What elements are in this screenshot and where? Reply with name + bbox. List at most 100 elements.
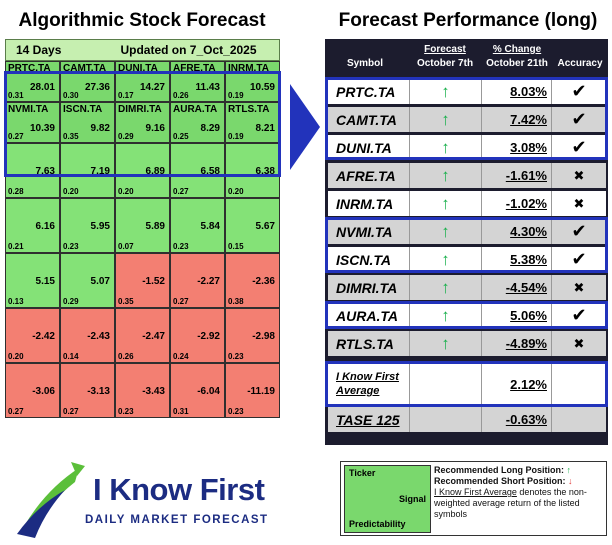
performance-row: DIMRI.TA ↑ -4.54% ✖ [328,275,606,300]
legend: Ticker Signal Predictability Recommended… [340,461,607,536]
legend-average-name: I Know First Average [434,487,517,497]
grid-cell-signal: 5.95 [90,221,110,232]
grid-cell: -2.98 0.23 [225,308,280,363]
grid-cell-signal: -2.42 [32,331,55,342]
grid-cell-signal: 9.16 [145,123,165,134]
grid-cell: AURA.TA 8.29 0.25 [170,102,225,143]
grid-cell-signal: -3.43 [142,386,165,397]
right-title: Forecast Performance (long) [338,10,598,31]
average-label-line1: I Know First [336,371,399,383]
performance-row: INRM.TA ↑ -1.02% ✖ [328,191,606,216]
performance-header: Symbol Forecast October 7th % Change Oct… [325,39,608,73]
grid-cell-signal: -11.19 [247,386,275,397]
grid-cell-signal: 10.59 [249,82,275,93]
header-forecast: Forecast [424,44,466,55]
grid-cell-signal: -2.92 [197,331,220,342]
legend-average-desc: denotes the non-weighted average return … [434,487,587,519]
row-symbol: RTLS.TA [328,331,410,356]
checkmark-icon: ✔ [571,137,587,157]
grid-cell-signal: -3.13 [87,386,110,397]
header-symbol: Symbol [346,58,384,69]
grid-cell: -3.13 0.27 [60,363,115,418]
grid-cell-symbol: DUNI.TA [118,63,158,74]
grid-cell: 5.84 0.23 [170,198,225,253]
grid-cell-signal: -2.47 [142,331,165,342]
grid-cell: -2.47 0.26 [115,308,170,363]
grid-cell-signal: 6.89 [145,166,165,177]
performance-row: CAMT.TA ↑ 7.42% ✔ [328,107,606,132]
grid-cell-predictability: 0.27 [173,297,189,306]
grid-cell-predictability: 0.38 [228,297,244,306]
grid-cell: 5.15 0.13 [5,253,60,308]
grid-cell: 5.67 0.15 [225,198,280,253]
cross-icon: ✖ [573,167,585,183]
grid-cell: 5.95 0.23 [60,198,115,253]
grid-cell: -2.27 0.27 [170,253,225,308]
performance-row: DUNI.TA ↑ 3.08% ✔ [328,135,606,160]
performance-row: RTLS.TA ↑ -4.89% ✖ [328,331,606,356]
grid-cell-signal: -2.36 [252,276,275,287]
grid-cell-symbol: AURA.TA [173,104,218,115]
grid-cell-predictability: 0.20 [228,187,244,196]
grid-cell-predictability: 0.31 [173,407,189,416]
forecast-arrow-icon: ↑ [410,163,482,188]
grid-cell: -2.42 0.20 [5,308,60,363]
performance-row: AFRE.TA ↑ -1.61% ✖ [328,163,606,188]
forecast-grid: 14 Days Updated on 7_Oct_2025 PRTC.TA 28.… [5,39,280,418]
legend-ticker: Ticker [349,468,376,478]
grid-cell-symbol: RTLS.TA [228,104,270,115]
grid-cell-predictability: 0.27 [63,407,79,416]
average-row: I Know First Average 2.12% [328,363,606,405]
grid-cell-signal: 5.67 [255,221,275,232]
left-title: Algorithmic Stock Forecast [18,10,266,31]
grid-cell-predictability: 0.07 [118,242,134,251]
grid-cell-predictability: 0.19 [228,132,244,141]
row-symbol: DUNI.TA [328,135,410,160]
grid-cell-predictability: 0.13 [8,297,24,306]
grid-days-label: 14 Days [16,43,62,57]
grid-cell-predictability: 0.31 [8,91,24,100]
grid-cell-predictability: 0.27 [173,187,189,196]
grid-cell: 7.19 0.20 [60,143,115,198]
checkmark-icon: ✔ [571,249,587,269]
legend-signal: Signal [398,494,426,504]
grid-cell: 5.07 0.29 [60,253,115,308]
grid-cell-signal: 8.21 [255,123,275,134]
grid-cell-signal: -6.04 [197,386,220,397]
grid-cell-signal: 27.36 [84,82,110,93]
average-accuracy-cell [552,363,606,405]
cross-icon: ✖ [573,195,585,211]
row-change: 8.03% [482,79,552,104]
logo-tagline: DAILY MARKET FORECAST [85,514,269,526]
forecast-arrow-icon: ↑ [410,275,482,300]
row-change: -4.54% [482,275,552,300]
average-change: 2.12% [482,363,552,405]
grid-cell: PRTC.TA 28.01 0.31 [5,61,60,102]
grid-cell: CAMT.TA 27.36 0.30 [60,61,115,102]
grid-cell-symbol: ISCN.TA [63,104,103,115]
grid-cell-predictability: 0.35 [63,132,79,141]
grid-cell-signal: 6.38 [255,166,275,177]
row-symbol: DIMRI.TA [328,275,410,300]
header-accuracy: Accuracy [557,58,603,69]
legend-long-arrow-icon: ↑ [566,465,572,475]
performance-table: Symbol Forecast October 7th % Change Oct… [325,39,608,445]
grid-cell-predictability: 0.19 [228,91,244,100]
grid-cell-predictability: 0.23 [173,242,189,251]
grid-cell-predictability: 0.26 [173,91,189,100]
grid-cell: -2.43 0.14 [60,308,115,363]
average-forecast-cell [410,363,482,405]
benchmark-symbol: TASE 125 [328,407,410,432]
grid-cell: NVMI.TA 10.39 0.27 [5,102,60,143]
checkmark-icon: ✔ [571,109,587,129]
grid-cell-symbol: INRM.TA [228,63,269,74]
row-symbol: CAMT.TA [328,107,410,132]
benchmark-forecast-cell [410,407,482,432]
row-change: -4.89% [482,331,552,356]
cross-icon: ✖ [573,279,585,295]
grid-cell: AFRE.TA 11.43 0.26 [170,61,225,102]
checkmark-icon: ✔ [571,221,587,241]
grid-cell: DIMRI.TA 9.16 0.29 [115,102,170,143]
row-change: 5.38% [482,247,552,272]
logo: I Know First DAILY MARKET FORECAST [15,462,290,542]
